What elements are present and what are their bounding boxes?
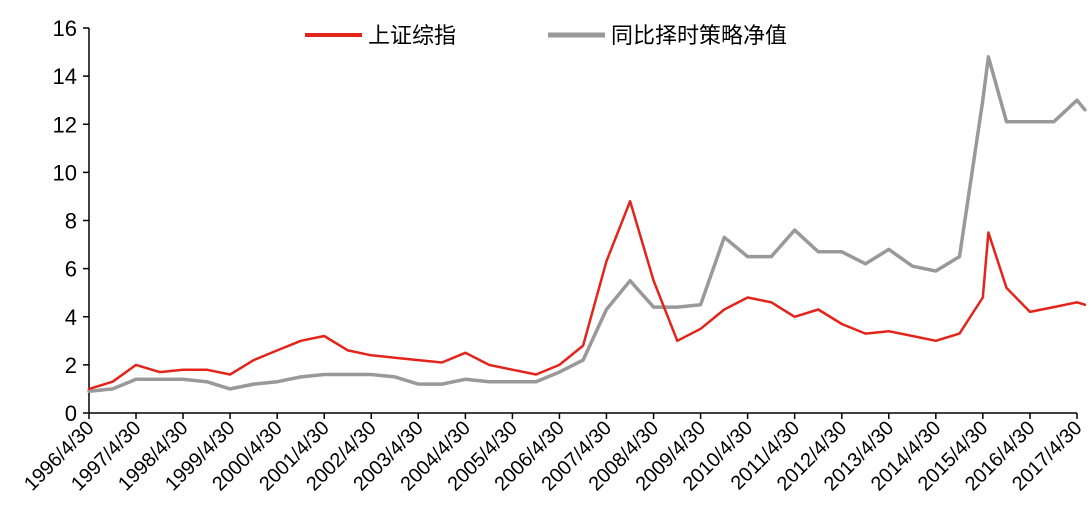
y-tick-label: 6 (65, 257, 77, 282)
y-tick-label: 8 (65, 209, 77, 234)
y-tick-label: 10 (53, 160, 77, 185)
series-lines (87, 55, 1087, 394)
y-tick-label: 4 (65, 305, 77, 330)
y-tick-label: 2 (65, 353, 77, 378)
series-line-shanghai-composite (87, 199, 1087, 391)
y-tick-label: 16 (53, 16, 77, 41)
legend-label-timing-strategy: 同比择时策略净值 (611, 24, 787, 49)
y-tick-label: 14 (53, 64, 77, 89)
y-tick-label: 0 (65, 401, 77, 426)
series-line-timing-strategy (87, 55, 1087, 394)
x-axis: 1996/4/301997/4/301998/4/301999/4/302000… (20, 412, 1087, 495)
y-tick-label: 12 (53, 112, 77, 137)
legend-label-shanghai-composite: 上证综指 (368, 24, 456, 49)
legend: 上证综指 同比择时策略净值 (305, 24, 787, 49)
y-axis: 0 2 4 6 8 10 12 14 16 (53, 16, 90, 426)
